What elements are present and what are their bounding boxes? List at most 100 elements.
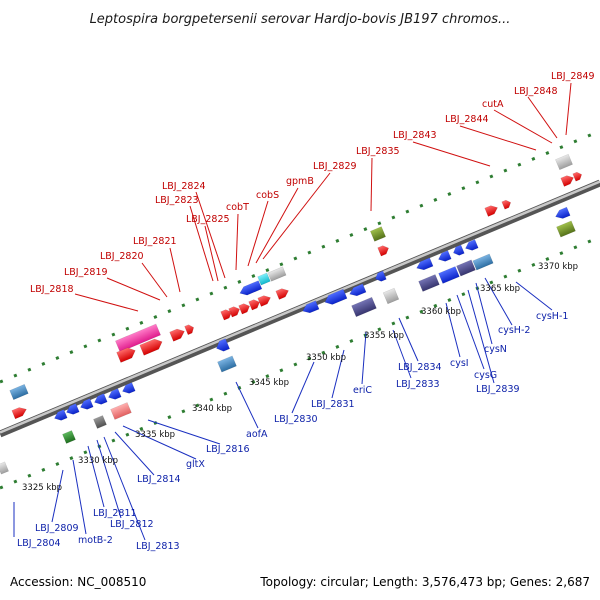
- gene-feature[interactable]: [62, 430, 76, 444]
- gene-feature[interactable]: [554, 206, 571, 221]
- rna-feature[interactable]: [115, 323, 161, 353]
- gene-label-lbj-2814[interactable]: LBJ_2814: [137, 474, 181, 485]
- gene-label-lbj-2823[interactable]: LBJ_2823: [155, 195, 199, 206]
- gene-label-cysg[interactable]: cysG: [474, 370, 497, 381]
- reverse-track-dot: [13, 479, 18, 484]
- gene-label-lbj-2831[interactable]: LBJ_2831: [311, 399, 355, 410]
- gene-label-motb-2[interactable]: motB-2: [78, 535, 113, 546]
- gene-feature[interactable]: [248, 298, 262, 311]
- gene-label-lbj-2820[interactable]: LBJ_2820: [100, 251, 144, 262]
- gene-label-lbj-2811[interactable]: LBJ_2811: [93, 508, 137, 519]
- gene-feature[interactable]: [438, 266, 460, 284]
- gene-feature[interactable]: [238, 302, 252, 315]
- track-dot-rows: [0, 133, 592, 490]
- gene-feature[interactable]: [121, 382, 136, 396]
- gene-label-lbj-2824[interactable]: LBJ_2824: [162, 181, 206, 192]
- gene-label-cysh-2[interactable]: cysH-2: [498, 325, 530, 336]
- gene-feature[interactable]: [11, 405, 28, 420]
- gene-label-lbj-2819[interactable]: LBJ_2819: [64, 267, 108, 278]
- gene-label-lbj-2830[interactable]: LBJ_2830: [274, 414, 318, 425]
- gene-feature[interactable]: [301, 300, 320, 315]
- gene-feature[interactable]: [377, 244, 391, 257]
- gene-feature[interactable]: [348, 283, 367, 298]
- gene-feature[interactable]: [257, 272, 271, 286]
- gene-label-gpmb[interactable]: gpmB: [286, 176, 314, 187]
- gene-feature[interactable]: [238, 280, 263, 298]
- gene-feature[interactable]: [556, 220, 576, 238]
- gene-label-lbj-2843[interactable]: LBJ_2843: [393, 130, 437, 141]
- gene-feature[interactable]: [572, 171, 583, 182]
- forward-track-dot: [69, 350, 74, 355]
- gene-feature[interactable]: [110, 402, 132, 420]
- gene-feature[interactable]: [456, 259, 476, 277]
- forward-track-dot: [545, 151, 550, 155]
- gene-label-cobt[interactable]: cobT: [226, 202, 249, 213]
- gene-label-cysh-1[interactable]: cysH-1: [536, 311, 568, 322]
- gene-feature[interactable]: [555, 153, 573, 171]
- gene-label-lbj-2825[interactable]: LBJ_2825: [186, 214, 230, 225]
- gene-label-lbj-2835[interactable]: LBJ_2835: [356, 146, 400, 157]
- gene-label-lbj-2834[interactable]: LBJ_2834: [398, 362, 442, 373]
- gene-feature[interactable]: [169, 327, 187, 342]
- gene-label-lbj-2839[interactable]: LBJ_2839: [476, 384, 520, 395]
- gene-feature[interactable]: [452, 244, 465, 257]
- gene-label-gltx[interactable]: gltX: [186, 459, 205, 470]
- gene-feature[interactable]: [501, 199, 512, 210]
- gene-feature[interactable]: [79, 398, 94, 412]
- forward-track-dot: [293, 256, 298, 261]
- reverse-track-dot: [517, 268, 522, 273]
- gene-label-lbj-2833[interactable]: LBJ_2833: [396, 379, 440, 390]
- gene-label-lbj-2849[interactable]: LBJ_2849: [551, 71, 595, 82]
- gene-feature[interactable]: [139, 337, 165, 356]
- gene-label-lbj-2848[interactable]: LBJ_2848: [514, 86, 558, 97]
- gene-feature[interactable]: [0, 461, 9, 475]
- gene-feature[interactable]: [184, 323, 196, 336]
- gene-feature[interactable]: [257, 294, 273, 307]
- gene-feature[interactable]: [415, 257, 434, 272]
- gene-feature[interactable]: [275, 287, 291, 300]
- gene-feature[interactable]: [214, 338, 230, 354]
- forward-track-dot: [503, 168, 508, 173]
- label-leader-line: [291, 361, 315, 414]
- gene-label-lbj-2813[interactable]: LBJ_2813: [136, 541, 180, 552]
- gene-feature[interactable]: [370, 226, 386, 242]
- gene-feature[interactable]: [228, 305, 242, 318]
- gene-label-lbj-2821[interactable]: LBJ_2821: [133, 236, 177, 247]
- gene-feature[interactable]: [472, 253, 494, 271]
- gene-label-cysn[interactable]: cysN: [484, 344, 507, 355]
- gene-feature[interactable]: [351, 296, 377, 318]
- gene-label-lbj-2809[interactable]: LBJ_2809: [35, 523, 79, 534]
- gene-feature[interactable]: [484, 204, 500, 217]
- gene-label-lbj-2844[interactable]: LBJ_2844: [445, 114, 489, 125]
- gene-feature[interactable]: [560, 174, 576, 187]
- gene-feature[interactable]: [65, 403, 80, 417]
- gene-label-aofa[interactable]: aofA: [246, 429, 268, 440]
- gene-label-lbj-2816[interactable]: LBJ_2816: [206, 444, 250, 455]
- gene-label-cobs[interactable]: cobS: [256, 190, 279, 201]
- gene-feature[interactable]: [93, 415, 107, 429]
- gene-feature[interactable]: [9, 383, 29, 401]
- gene-label-cysi[interactable]: cysI: [450, 358, 469, 369]
- gene-label-lbj-2812[interactable]: LBJ_2812: [110, 519, 154, 530]
- gene-feature[interactable]: [93, 393, 108, 407]
- gene-feature[interactable]: [323, 288, 348, 307]
- gene-feature[interactable]: [374, 270, 387, 283]
- gene-feature[interactable]: [464, 239, 479, 253]
- gene-label-lbj-2829[interactable]: LBJ_2829: [313, 161, 357, 172]
- forward-track-dot: [167, 309, 172, 314]
- gene-label-lbj-2804[interactable]: LBJ_2804: [17, 538, 61, 549]
- gene-feature[interactable]: [220, 308, 234, 321]
- gene-feature[interactable]: [217, 355, 237, 373]
- label-leader-line: [204, 225, 219, 282]
- gene-feature[interactable]: [116, 345, 138, 363]
- gene-feature[interactable]: [418, 274, 440, 292]
- gene-feature[interactable]: [267, 266, 287, 282]
- gene-feature[interactable]: [437, 250, 452, 264]
- gene-label-cuta[interactable]: cutA: [482, 99, 504, 110]
- gene-label-eric[interactable]: eriC: [353, 385, 372, 396]
- forward-track-dot: [97, 338, 102, 343]
- gene-feature[interactable]: [53, 409, 68, 423]
- gene-feature[interactable]: [382, 287, 400, 305]
- gene-feature[interactable]: [107, 388, 122, 402]
- gene-label-lbj-2818[interactable]: LBJ_2818: [30, 284, 74, 295]
